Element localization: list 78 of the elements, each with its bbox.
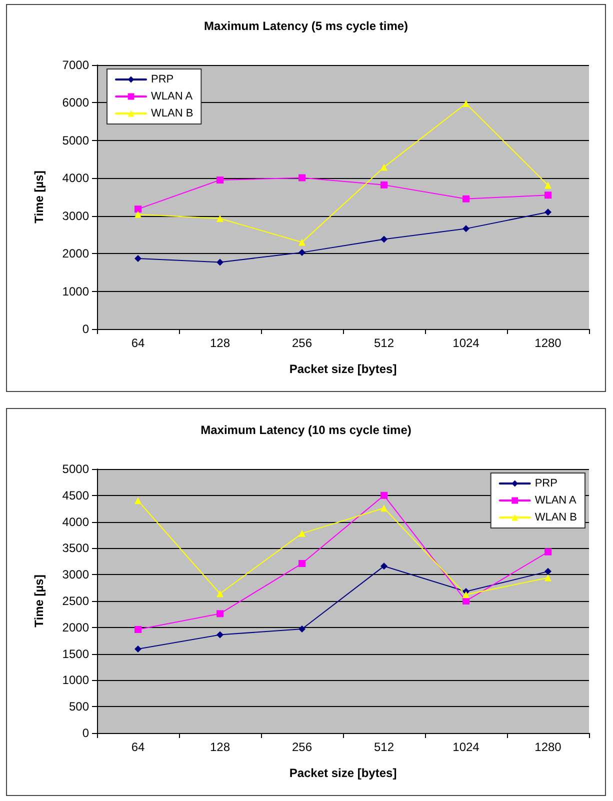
y-axis-title: Time [µs] [32,170,46,224]
point [462,598,470,604]
point [298,174,306,182]
x-tick-label: 512 [374,740,394,754]
legend-label: WLAN A [534,494,578,506]
point [134,254,142,262]
y-tick-label: 500 [68,700,90,714]
point [380,504,388,512]
y-tick-label: 0 [82,726,90,740]
y-tick-label: 2000 [62,246,90,261]
point [216,176,224,184]
y-tick-label: 3500 [62,541,90,556]
chart-title: Maximum Latency (5 ms cycle time) [204,19,408,33]
legend-label: WLAN B [534,512,578,524]
y-tick-label: 2000 [62,620,90,634]
point [216,590,224,598]
y-tick-label: 5000 [62,462,90,476]
y-tick-label: 3000 [62,208,90,223]
y-tick-label: 5000 [62,133,90,148]
point [544,548,552,556]
point [380,181,388,188]
y-axis-title: Time [µs] [32,574,46,628]
point [134,646,142,653]
point [462,591,470,598]
y-tick-label: 2500 [62,594,90,608]
x-tick-label: 1024 [452,740,480,754]
point [298,238,306,246]
point [462,195,470,202]
point [380,492,388,499]
point [544,208,552,216]
y-tick-label: 4500 [62,488,90,502]
point [216,610,224,618]
point [216,214,224,222]
point [298,560,306,568]
point [134,626,142,634]
point [462,225,470,232]
point [544,574,552,582]
point [544,568,552,575]
point [298,625,306,632]
x-tick-label: 64 [131,336,145,350]
point [380,164,388,171]
x-tick-label: 128 [210,740,230,754]
y-tick-label: 3000 [62,568,90,582]
x-tick-label: 1024 [452,336,480,350]
chart-title: Maximum Latency (10 ms cycle time) [200,423,412,437]
legend-label: PRP [534,478,558,490]
point [134,210,142,218]
x-tick-label: 256 [292,740,312,754]
y-tick-label: 4000 [62,171,90,186]
y-tick-label: 1500 [62,646,90,661]
y-tick-label: 6000 [62,96,90,110]
point [134,497,142,504]
point [216,631,224,638]
point [544,182,552,189]
point [544,192,552,199]
y-tick-label: 1000 [62,284,90,298]
point [298,530,306,537]
x-tick-label: 1280 [534,336,562,350]
y-tick-label: 1000 [62,673,90,688]
point [462,100,470,107]
legend-label: WLAN B [151,108,194,120]
y-tick-label: 0 [82,322,90,336]
y-tick-label: 7000 [62,58,90,72]
x-tick-label: 512 [374,336,394,350]
point [298,248,306,256]
point [134,206,142,213]
legend-label: WLAN A [151,90,194,102]
point [216,258,224,266]
x-tick-label: 1280 [534,740,562,754]
x-tick-label: 256 [292,336,312,350]
x-tick-label: 64 [131,740,145,754]
x-axis-title: Packet size [bytes] [289,362,397,376]
legend-label: PRP [151,74,174,86]
x-tick-label: 128 [210,336,230,350]
point [380,562,388,570]
point [380,236,388,243]
y-tick-label: 4000 [62,514,90,529]
x-axis-title: Packet size [bytes] [289,766,397,780]
